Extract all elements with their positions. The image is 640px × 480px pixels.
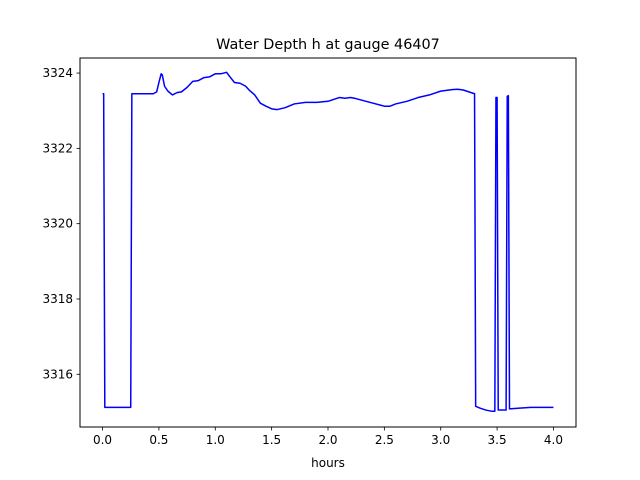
y-tick-label: 3320 <box>42 217 73 231</box>
x-tick-label: 2.0 <box>318 433 337 447</box>
chart-title: Water Depth h at gauge 46407 <box>216 37 440 53</box>
x-tick-label: 0.5 <box>149 433 168 447</box>
x-tick-label: 2.5 <box>375 433 394 447</box>
plot-area: 0.0 0.5 1.0 1.5 2.0 2.5 3.0 3.5 4.0 3316 3318 3320… <box>42 57 577 447</box>
y-tick-label: 3318 <box>42 292 73 306</box>
x-tick-label: 3.5 <box>488 433 507 447</box>
series-line-water-depth <box>102 71 554 412</box>
x-tick-label: 3.0 <box>431 433 450 447</box>
y-tick-label: 3324 <box>42 66 73 80</box>
y-axis: 3316 3318 3320 3322 3324 <box>42 66 80 381</box>
y-tick-label: 3322 <box>42 141 73 155</box>
x-tick-label: 1.0 <box>206 433 225 447</box>
x-tick-label: 1.5 <box>262 433 281 447</box>
x-tick-label: 4.0 <box>544 433 563 447</box>
x-axis-label: hours <box>311 456 345 470</box>
y-tick-label: 3316 <box>42 367 73 381</box>
x-tick-label: 0.0 <box>93 433 112 447</box>
x-axis: 0.0 0.5 1.0 1.5 2.0 2.5 3.0 3.5 4.0 <box>93 427 563 447</box>
